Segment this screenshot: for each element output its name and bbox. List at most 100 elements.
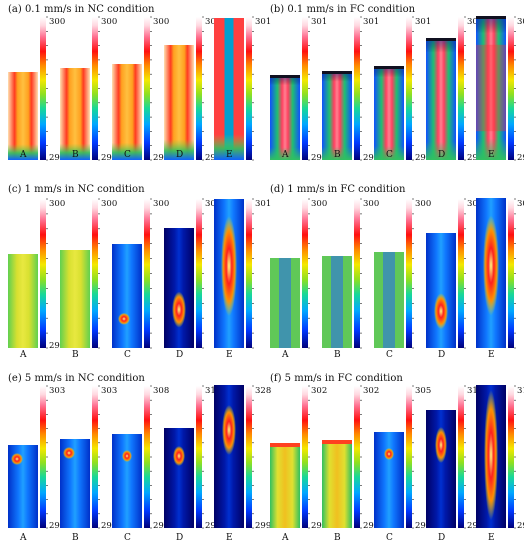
color-scale-bar: [302, 386, 308, 528]
color-scale-bar: [246, 17, 252, 160]
color-scale-bar: [144, 199, 150, 348]
color-scale-bar: [302, 17, 308, 160]
color-scale-bar: [246, 386, 252, 528]
scale-max-label: 303: [49, 386, 65, 396]
color-scale-bar: [458, 17, 464, 160]
specimen-c: 300 C: [112, 198, 169, 360]
color-scale-bar: [406, 386, 412, 528]
specimen-label: E: [488, 150, 495, 160]
specimen-d: 314 299 D: [164, 385, 221, 543]
specimen-label: A: [19, 350, 27, 360]
specimen-b: 303 299 B: [60, 385, 117, 543]
specimen-d: 300 299 D: [164, 16, 221, 163]
scale-min-label: 299: [517, 153, 524, 163]
specimen-e: 301 E: [214, 198, 271, 360]
panel-title: (a) 0.1 mm/s in NC condition: [8, 4, 155, 15]
specimen-e: 311 298 E: [476, 385, 524, 543]
scale-min-label: 299: [255, 521, 271, 531]
color-scale-bar: [40, 17, 46, 160]
specimen-label: B: [334, 533, 341, 543]
specimen-c: 305 298 C: [374, 385, 431, 543]
scale-max-label: 311: [517, 386, 524, 396]
specimen-label: E: [488, 350, 495, 360]
panel-f: (f) 5 mm/s in FC condition 302 298 A 302 298 B…: [270, 373, 524, 543]
specimen-label: E: [488, 533, 495, 543]
panel-c: (c) 1 mm/s in NC condition 300 299 A 300B300…: [8, 184, 271, 360]
color-scale-bar: [508, 199, 514, 348]
specimen-a: 303 299 A: [8, 385, 65, 543]
scale-max-label: 302: [363, 386, 379, 396]
scale-max-label: 301: [255, 199, 271, 209]
panel-title: (f) 5 mm/s in FC condition: [270, 373, 403, 384]
scale-min-label: 298: [467, 521, 483, 531]
panel-e: (e) 5 mm/s in NC condition 303 299 A 303 299 B…: [8, 373, 271, 543]
color-scale-bar: [508, 17, 514, 160]
specimen-b: 300 B: [60, 198, 117, 360]
specimen-d: 301 D: [164, 198, 221, 360]
color-scale-bar: [92, 386, 98, 528]
specimen-label: D: [438, 350, 445, 360]
color-scale-bar: [406, 199, 412, 348]
scale-max-label: 300: [49, 199, 65, 209]
specimen-e: 301 299 E: [476, 16, 524, 163]
specimen-d: 301 299 D: [426, 16, 483, 163]
specimen-a: 300 299 A: [8, 16, 65, 163]
scale-min-label: 299: [467, 153, 483, 163]
scale-min-label: 298: [311, 521, 327, 531]
panel-d: (d) 1 mm/s in FC condition300A300B300C30…: [270, 184, 524, 360]
specimen-label: A: [19, 533, 27, 543]
scale-max-label: 300: [363, 199, 379, 209]
specimen-e: 328 299 E: [214, 385, 271, 543]
specimen-label: C: [386, 150, 393, 160]
specimen-c: 300 C: [374, 198, 431, 360]
scale-max-label: 311: [467, 386, 483, 396]
scale-min-label: 299: [49, 521, 65, 531]
scale-min-label: 298: [517, 521, 524, 531]
specimen-label: C: [124, 350, 131, 360]
specimen-label: E: [226, 533, 233, 543]
scale-max-label: 301: [255, 17, 271, 27]
panel-title: (d) 1 mm/s in FC condition: [270, 184, 406, 195]
specimen-label: A: [281, 533, 289, 543]
scale-min-label: 299: [153, 521, 169, 531]
scale-max-label: 301: [311, 17, 327, 27]
specimen-a: 302 298 A: [270, 385, 327, 543]
scale-max-label: 301: [467, 17, 483, 27]
specimen-label: A: [281, 150, 289, 160]
scale-max-label: 301: [467, 199, 483, 209]
specimen-a: 300 299 A: [8, 198, 65, 360]
specimen-b: 300 299 B: [60, 16, 117, 163]
scale-max-label: 300: [415, 199, 431, 209]
scale-min-label: 298: [415, 521, 431, 531]
specimen-e: 301 E: [476, 198, 524, 360]
scale-max-label: 300: [153, 17, 169, 27]
specimen-a: 301 299 A: [270, 16, 327, 163]
scale-max-label: 300: [49, 17, 65, 27]
scale-max-label: 301: [517, 199, 524, 209]
specimen-b: 301 299 B: [322, 16, 379, 163]
scale-max-label: 300: [101, 199, 117, 209]
panel-a: (a) 0.1 mm/s in NC condition 300 299 A 300 29…: [8, 4, 271, 163]
scale-max-label: 314: [205, 386, 221, 396]
specimen-label: C: [124, 533, 131, 543]
specimen-label: C: [386, 350, 393, 360]
specimen-c: 300 299 C: [112, 16, 169, 163]
color-scale-bar: [196, 17, 202, 160]
specimen-label: B: [334, 350, 341, 360]
color-scale-bar: [196, 199, 202, 348]
scale-max-label: 308: [153, 386, 169, 396]
scale-max-label: 300: [205, 17, 221, 27]
specimen-a: 300 A: [270, 198, 327, 360]
specimen-label: E: [226, 150, 233, 160]
scale-min-label: 299: [363, 153, 379, 163]
scale-max-label: 305: [415, 386, 431, 396]
panel-title: (c) 1 mm/s in NC condition: [8, 184, 145, 195]
scale-min-label: 299: [101, 521, 117, 531]
specimen-label: D: [438, 533, 445, 543]
color-scale-bar: [144, 17, 150, 160]
specimen-label: B: [72, 150, 79, 160]
scale-max-label: 301: [363, 17, 379, 27]
scale-min-label: 299: [49, 341, 65, 351]
scale-max-label: 300: [311, 199, 327, 209]
panel-b: (b) 0.1 mm/s in FC condition 301 299 A 301 29…: [270, 4, 524, 163]
